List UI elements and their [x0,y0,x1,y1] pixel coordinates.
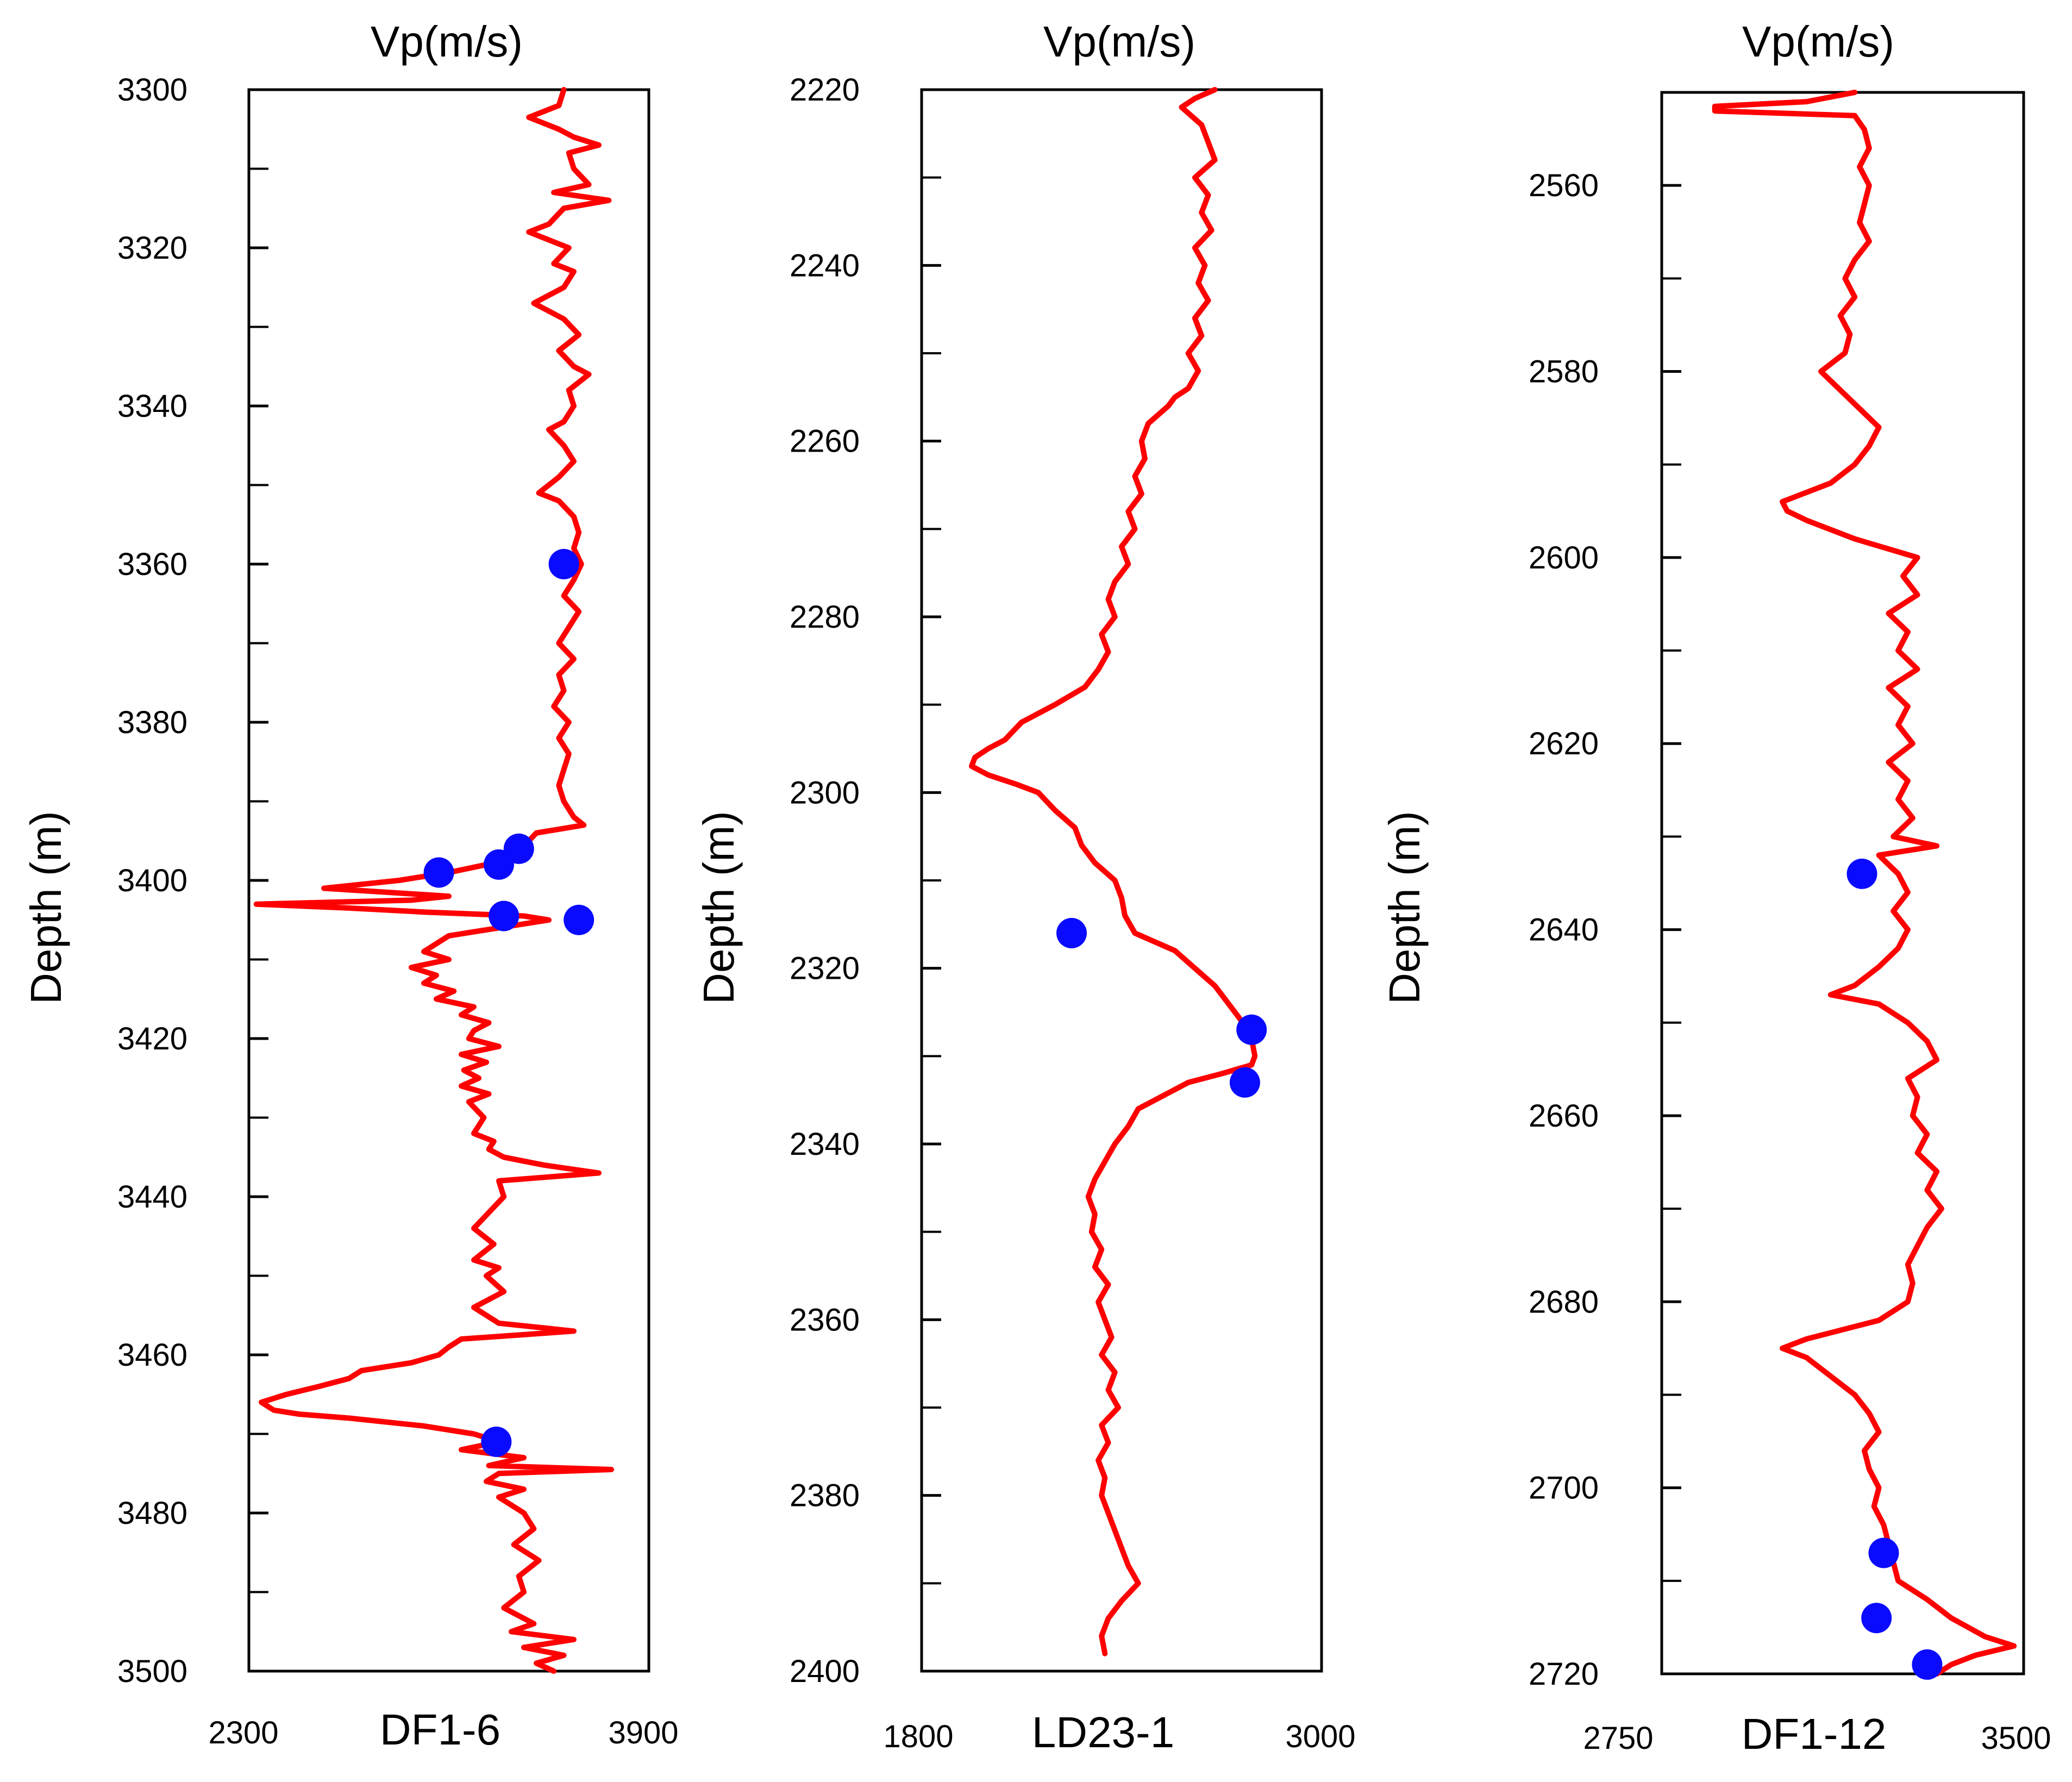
y-tick-label: 3420 [117,1021,187,1056]
panel-df1-6: Vp(m/s) Depth (m) 3300 3320 3340 3360 3380 34… [22,17,679,1754]
sample-point [1236,1014,1267,1045]
well-label: DF1-12 [1742,1710,1887,1758]
y-tick-label: 2300 [790,775,860,810]
x-tick-label: 1800 [883,1719,953,1754]
sample-point [1846,858,1877,889]
y-tick-label: 2700 [1529,1471,1599,1506]
x-tick-labels: 1800 3000 [883,1719,1355,1754]
x-tick-label: 3000 [1285,1719,1355,1754]
y-tick-labels: 2220 2240 2260 2280 2300 2320 2340 2360 2380 2400 [790,72,860,1689]
well-label: LD23-1 [1032,1708,1174,1756]
x-tick-label: 3500 [1981,1721,2051,1756]
y-tick-label: 3300 [117,72,187,108]
sample-point [1861,1603,1892,1634]
vp-log-line [1712,90,2017,1677]
y-tick-label: 2680 [1529,1284,1599,1320]
x-tick-label: 2300 [208,1715,278,1750]
x-tick-labels: 2750 3500 [1583,1721,2051,1756]
sample-point [1229,1067,1260,1098]
vp-log-line [253,87,614,1674]
plot-frame [1660,91,2025,1675]
sample-point [548,549,579,579]
y-tick-label: 3340 [117,389,187,424]
y-tick-label: 2280 [790,599,860,635]
y-tick-label: 2260 [790,424,860,459]
y-tick-labels: 2560 2580 2600 2620 2640 2660 2680 2700 2720 [1529,168,1599,1692]
sample-point [481,1427,512,1457]
y-tick-label: 2660 [1529,1098,1599,1134]
y-tick-label: 2620 [1529,726,1599,761]
x-tick-labels: 2300 3900 [208,1715,678,1750]
vp-log-line [969,87,1258,1656]
y-tick-label: 3480 [117,1496,187,1531]
y-axis-title: Depth (m) [1380,811,1429,1004]
y-tick-label: 2580 [1529,354,1599,390]
y-axis-title: Depth (m) [694,811,743,1004]
y-ticks [1662,91,1681,1675]
y-tick-label: 3500 [117,1654,187,1689]
x-axis-title: Vp(m/s) [1043,17,1195,66]
x-axis-title: Vp(m/s) [1742,17,1894,66]
y-tick-label: 2320 [790,951,860,986]
y-tick-label: 3440 [117,1179,187,1215]
y-tick-label: 2560 [1529,168,1599,203]
y-tick-label: 3360 [117,547,187,582]
y-tick-label: 2640 [1529,912,1599,948]
y-tick-label: 3400 [117,863,187,898]
x-axis-title: Vp(m/s) [371,17,523,66]
sample-points [1846,858,1943,1680]
y-tick-label: 3380 [117,705,187,740]
y-tick-label: 2240 [790,248,860,283]
y-tick-label: 2340 [790,1127,860,1162]
y-tick-label: 2720 [1529,1656,1599,1692]
y-axis-title: Depth (m) [22,811,70,1004]
sample-point [1868,1537,1899,1568]
y-tick-label: 3460 [117,1337,187,1373]
sample-point [1912,1649,1943,1680]
well-label: DF1-6 [380,1705,500,1754]
plot-frame [920,88,1323,1673]
sample-point [489,901,519,931]
sample-points [423,549,594,1457]
x-tick-label: 2750 [1583,1721,1653,1756]
y-tick-label: 2400 [790,1654,860,1689]
sample-point [1056,918,1087,948]
panel-df1-12: Vp(m/s) Depth (m) 2560 2580 2600 2620 2640 26… [1380,17,2051,1758]
y-tick-labels: 3300 3320 3340 3360 3380 3400 3420 3440 3460 3480… [117,72,187,1689]
y-tick-label: 2220 [790,72,860,108]
sample-point [484,849,514,880]
x-tick-label: 3900 [608,1715,678,1750]
sample-point [423,857,454,888]
y-tick-label: 2380 [790,1478,860,1514]
sample-point [564,904,594,935]
y-tick-label: 3320 [117,230,187,266]
y-tick-label: 2600 [1529,540,1599,576]
y-tick-label: 2360 [790,1302,860,1337]
panel-ld23-1: Vp(m/s) Depth (m) 2220 2240 2260 2280 2300 23… [694,17,1356,1756]
y-ticks [249,88,268,1673]
sample-points [1056,918,1267,1098]
y-ticks [922,88,941,1673]
